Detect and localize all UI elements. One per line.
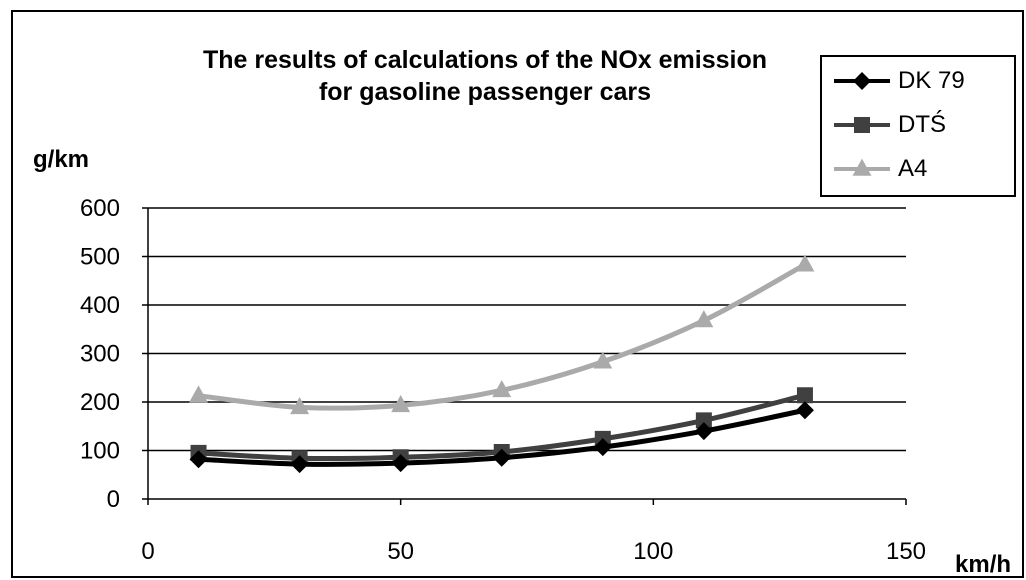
- x-tick-label-0: 0: [141, 538, 154, 565]
- x-tick-label-50: 50: [387, 538, 414, 565]
- data-point-a4-10: [189, 385, 208, 403]
- data-point-a4-90: [593, 351, 613, 369]
- y-tick-label-100: 100: [80, 438, 120, 465]
- y-tick-label-0: 0: [107, 486, 120, 513]
- legend-marker-dk79: [853, 72, 871, 90]
- data-point-dk79-110: [694, 422, 713, 441]
- y-tick-label-500: 500: [80, 244, 120, 271]
- legend-label-dk79: DK 79: [898, 67, 965, 94]
- y-tick-label-400: 400: [80, 292, 120, 319]
- x-tick-label-100: 100: [633, 538, 673, 565]
- legend-label-a4: A4: [898, 155, 928, 182]
- legend-item-a4: A4: [822, 149, 1012, 189]
- legend-swatch-dts: [834, 117, 890, 133]
- x-tick-label-150: 150: [886, 538, 926, 565]
- legend-item-dk79: DK 79: [822, 61, 1012, 101]
- data-point-dk79-50: [391, 454, 410, 473]
- legend: DK 79 DTŚ A4: [820, 55, 1016, 197]
- data-point-dts-110: [695, 412, 712, 429]
- chart-title: The results of calculations of the NOx e…: [150, 44, 820, 108]
- chart-title-line-2: for gasoline passenger cars: [318, 78, 652, 106]
- data-point-a4-130: [795, 254, 815, 272]
- legend-swatch-dk79: [834, 72, 890, 90]
- x-axis-label: km/h: [955, 551, 1012, 578]
- data-point-a4-50: [391, 395, 411, 413]
- data-point-a4-110: [694, 310, 714, 328]
- data-point-dts-130: [796, 387, 813, 404]
- y-tick-label-300: 300: [80, 341, 120, 368]
- data-point-a4-30: [290, 396, 310, 415]
- data-point-dk79-90: [593, 438, 612, 457]
- legend-label-dts: DTŚ: [898, 111, 946, 138]
- data-point-dk79-70: [492, 448, 511, 467]
- legend-marker-a4: [852, 158, 872, 176]
- y-tick-label-200: 200: [80, 389, 120, 416]
- legend-item-dts: DTŚ: [822, 105, 1012, 145]
- legend-marker-dts: [854, 117, 870, 133]
- data-point-dk79-10: [189, 450, 208, 469]
- y-axis-label: g/km: [33, 146, 90, 173]
- chart-title-line-1: The results of calculations of the NOx e…: [202, 46, 767, 74]
- data-point-a4-70: [492, 380, 512, 398]
- legend-swatch-a4: [834, 158, 890, 176]
- data-point-dk79-130: [795, 401, 814, 420]
- y-tick-label-600: 600: [80, 195, 120, 222]
- data-point-dk79-30: [290, 455, 309, 474]
